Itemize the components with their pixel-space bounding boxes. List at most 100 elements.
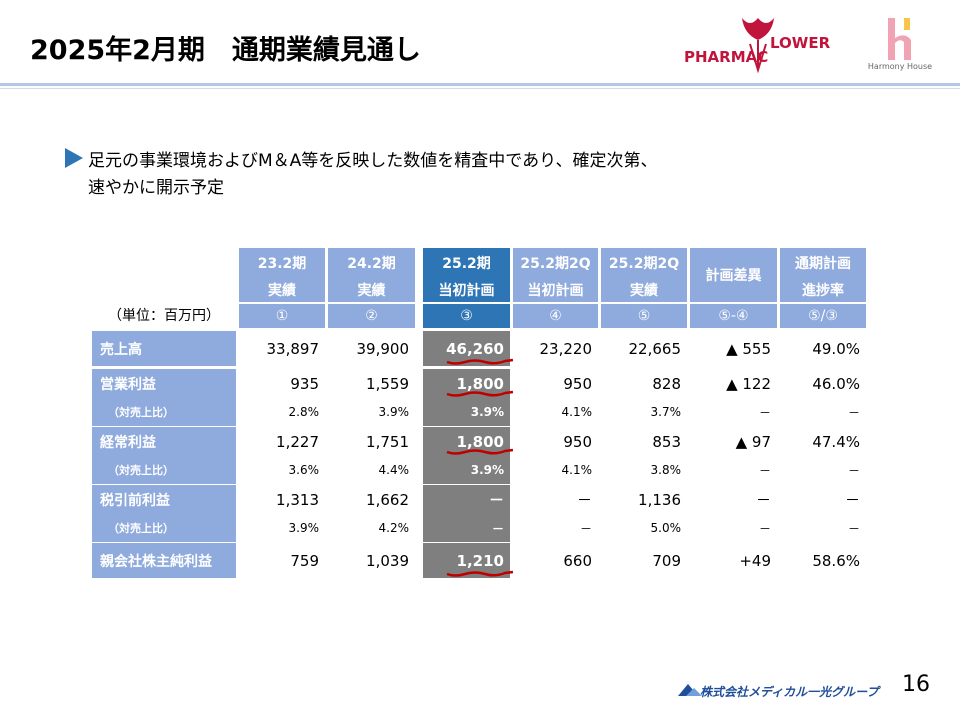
table-cell: － <box>847 405 860 420</box>
table-cell: 1,800 <box>423 369 514 398</box>
table-cell: 1,039 <box>366 551 409 570</box>
table-cell: 1,227 <box>276 432 319 451</box>
table-cell: 828 <box>652 374 681 393</box>
logo-text: LOWER <box>770 34 831 52</box>
column-header: 進捗率 <box>780 278 866 302</box>
table-cell: － <box>847 463 860 478</box>
column-header: 実績 <box>239 278 325 302</box>
footer-company: 株式会社メディカル一光グループ <box>700 685 879 699</box>
column-header: 24.2期 <box>328 248 415 278</box>
bullet-text: 足元の事業環境およびM＆A等を反映した数値を精査中であり、確定次第、 速やかに開… <box>88 148 657 202</box>
column-header: 通期計画 <box>780 248 866 278</box>
table-cell: － <box>847 521 860 536</box>
table-cell: 3.9% <box>423 398 510 426</box>
column-index: ① <box>239 304 325 328</box>
table-cell: 1,313 <box>276 490 319 509</box>
table-cell: － <box>576 491 592 509</box>
table-cell: － <box>423 514 510 542</box>
unit-label: （単位：百万円） <box>108 308 220 324</box>
underline <box>446 448 514 455</box>
page-number: 16 <box>902 672 930 697</box>
row-label: （対売上比） <box>92 514 236 542</box>
table-cell: 1,136 <box>638 490 681 509</box>
table-cell: － <box>755 491 771 509</box>
table-cell: 1,662 <box>366 490 409 509</box>
column-index: ② <box>328 304 415 328</box>
column-header: 実績 <box>328 278 415 302</box>
rule <box>0 88 960 89</box>
table-cell: 1,559 <box>366 374 409 393</box>
logo-harmony: Harmony House <box>868 18 932 71</box>
table-cell: 39,900 <box>356 339 410 358</box>
table-cell: 3.8% <box>650 463 682 477</box>
row-label: 経常利益 <box>92 427 236 456</box>
table-cell: ▲ 122 <box>726 374 771 393</box>
underline <box>446 390 514 397</box>
table-cell: － <box>758 521 771 536</box>
table-cell: 853 <box>652 432 681 451</box>
table-cell: 22,665 <box>628 339 682 358</box>
table-cell: 4.1% <box>561 405 593 419</box>
table-cell: 47.4% <box>812 432 860 451</box>
table-cell: 46,260 <box>423 331 514 366</box>
rule <box>0 83 960 86</box>
row-label: 親会社株主純利益 <box>92 543 236 578</box>
title: 2025年2月期 通期業績見通し <box>30 35 421 66</box>
footer-icon <box>678 684 702 696</box>
column-header: 25.2期2Q <box>601 248 687 278</box>
table-cell: － <box>844 491 860 509</box>
column-header: 計画差異 <box>690 248 777 302</box>
column-index: ⑤-④ <box>690 304 777 328</box>
table-cell: 3.9% <box>288 521 320 535</box>
table-cell: ▲ 555 <box>726 339 771 358</box>
logo-text: Harmony House <box>868 62 932 71</box>
column-index: ⑤ <box>601 304 687 328</box>
logo-text: PHARMAC <box>684 48 768 66</box>
row-label: （対売上比） <box>92 456 236 484</box>
bullet-line: 足元の事業環境およびM＆A等を反映した数値を精査中であり、確定次第、 <box>88 151 658 171</box>
table-cell: 5.0% <box>650 521 682 535</box>
table-cell: 1,751 <box>366 432 409 451</box>
column-header: 25.2期2Q <box>513 248 598 278</box>
table-cell: 660 <box>563 551 592 570</box>
row-label: 売上高 <box>92 331 236 366</box>
table-cell: － <box>579 521 592 536</box>
row-label: 税引前利益 <box>92 485 236 514</box>
table-cell: 950 <box>563 374 592 393</box>
table-cell: 3.9% <box>378 405 410 419</box>
table-cell: 2.8% <box>288 405 320 419</box>
logo-pharmac: PHARMAC LOWER <box>684 18 831 74</box>
table-cell: 1,800 <box>423 427 514 456</box>
bullet-line: 速やかに開示予定 <box>88 178 224 198</box>
column-header: 23.2期 <box>239 248 325 278</box>
underline <box>446 570 514 577</box>
table-cell: － <box>423 485 510 514</box>
table-cell: 1,210 <box>423 543 514 578</box>
table-cell: － <box>758 405 771 420</box>
underline <box>446 358 514 365</box>
bullet-icon <box>65 148 83 168</box>
table-cell: +49 <box>739 551 771 570</box>
column-header: 当初計画 <box>423 278 510 302</box>
table-cell: 709 <box>652 551 681 570</box>
column-index: ⑤/③ <box>780 304 866 328</box>
table-cell: 4.2% <box>378 521 410 535</box>
table-cell: 4.1% <box>561 463 593 477</box>
table-cell: － <box>758 463 771 478</box>
table-cell: 3.7% <box>650 405 682 419</box>
table-cell: 759 <box>290 551 319 570</box>
table-cell: 49.0% <box>812 339 860 358</box>
row-label: （対売上比） <box>92 398 236 426</box>
table-cell: 950 <box>563 432 592 451</box>
table-cell: 3.9% <box>423 456 510 484</box>
row-label: 営業利益 <box>92 369 236 398</box>
table-cell: 23,220 <box>539 339 593 358</box>
table-cell: 4.4% <box>378 463 410 477</box>
column-header: 25.2期 <box>423 248 510 278</box>
column-header: 実績 <box>601 278 687 302</box>
table-cell: 935 <box>290 374 319 393</box>
table-cell: 33,897 <box>266 339 320 358</box>
column-index: ③ <box>423 304 510 328</box>
table-cell: 46.0% <box>812 374 860 393</box>
column-header: 当初計画 <box>513 278 598 302</box>
